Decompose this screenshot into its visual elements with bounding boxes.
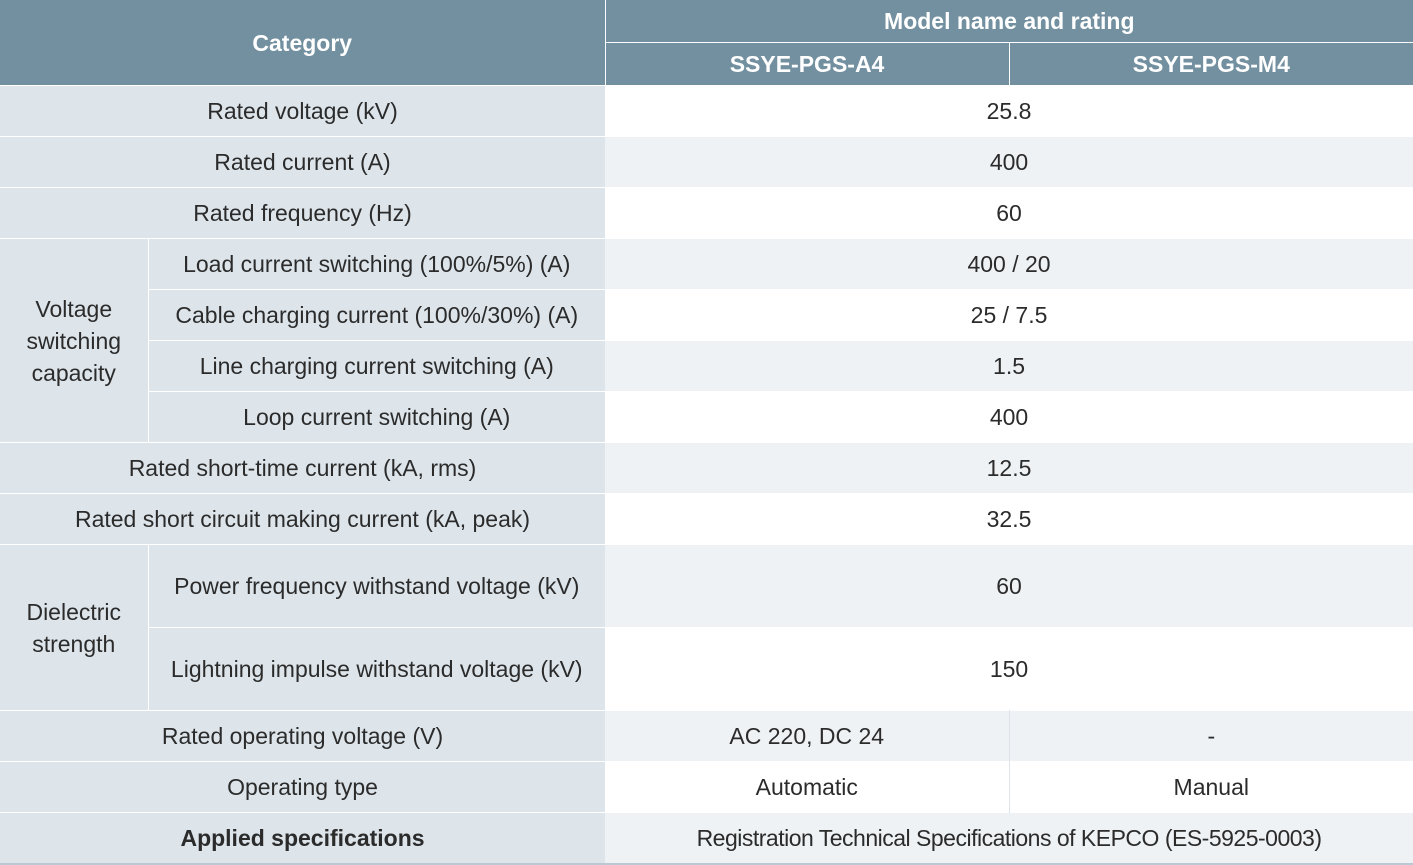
row-value-m4: Manual: [1009, 761, 1413, 813]
row-label: Line charging current switching (A): [148, 340, 606, 392]
row-value: 400 / 20: [605, 238, 1413, 290]
row-label: Lightning impulse withstand voltage (kV): [148, 627, 606, 711]
row-applied-specifications: Applied specifications Registration Tech…: [0, 812, 1413, 865]
row-operating-voltage: Rated operating voltage (V) AC 220, DC 2…: [0, 710, 1413, 762]
row-rated-frequency: Rated frequency (Hz) 60: [0, 187, 1413, 239]
row-value: 60: [605, 544, 1413, 628]
row-label: Rated frequency (Hz): [0, 187, 606, 239]
row-value: 150: [605, 627, 1413, 711]
row-label: Rated short-time current (kA, rms): [0, 442, 606, 494]
row-value: Registration Technical Specifications of…: [605, 812, 1413, 865]
row-short-time-current: Rated short-time current (kA, rms) 12.5: [0, 442, 1413, 494]
row-value: 25 / 7.5: [605, 289, 1413, 341]
row-value-a4: Automatic: [605, 761, 1010, 813]
row-label: Rated short circuit making current (kA, …: [0, 493, 606, 545]
row-value-m4: -: [1009, 710, 1413, 762]
row-label: Applied specifications: [0, 812, 606, 865]
row-operating-type: Operating type Automatic Manual: [0, 761, 1413, 813]
group-dielectric-strength: Dielectric strength: [0, 544, 149, 711]
row-rated-voltage: Rated voltage (kV) 25.8: [0, 85, 1413, 137]
row-label: Rated voltage (kV): [0, 85, 606, 137]
row-value: 60: [605, 187, 1413, 239]
row-value: 1.5: [605, 340, 1413, 392]
row-value-a4: AC 220, DC 24: [605, 710, 1010, 762]
row-cable-charging-current: Cable charging current (100%/30%) (A) 25…: [0, 289, 1413, 341]
row-lightning-impulse-withstand: Lightning impulse withstand voltage (kV)…: [0, 627, 1413, 711]
header-model-group: Model name and rating: [605, 0, 1413, 43]
header-model-a4: SSYE-PGS-A4: [605, 42, 1010, 86]
row-load-current-switching: Voltage switching capacity Load current …: [0, 238, 1413, 443]
row-value: 12.5: [605, 442, 1413, 494]
header-category: Category: [0, 0, 606, 86]
row-label: Loop current switching (A): [148, 391, 606, 443]
row-label: Cable charging current (100%/30%) (A): [148, 289, 606, 341]
row-label: Power frequency withstand voltage (kV): [148, 544, 606, 628]
row-making-current: Rated short circuit making current (kA, …: [0, 493, 1413, 545]
row-value: 400: [605, 136, 1413, 188]
row-label: Rated operating voltage (V): [0, 710, 606, 762]
row-value: 400: [605, 391, 1413, 443]
row-line-charging-current: Line charging current switching (A) 1.5: [0, 340, 1413, 392]
row-value: 32.5: [605, 493, 1413, 545]
row-label: Load current switching (100%/5%) (A): [148, 238, 606, 290]
row-loop-current-switching: Loop current switching (A) 400: [0, 391, 1413, 443]
row-label: Rated current (A): [0, 136, 606, 188]
group-voltage-switching: Voltage switching capacity: [0, 238, 149, 443]
row-power-frequency-withstand: Dielectric strength Power frequency with…: [0, 544, 1413, 711]
row-rated-current: Rated current (A) 400: [0, 136, 1413, 188]
row-label: Operating type: [0, 761, 606, 813]
header-model-m4: SSYE-PGS-M4: [1009, 42, 1413, 86]
row-value: 25.8: [605, 85, 1413, 137]
